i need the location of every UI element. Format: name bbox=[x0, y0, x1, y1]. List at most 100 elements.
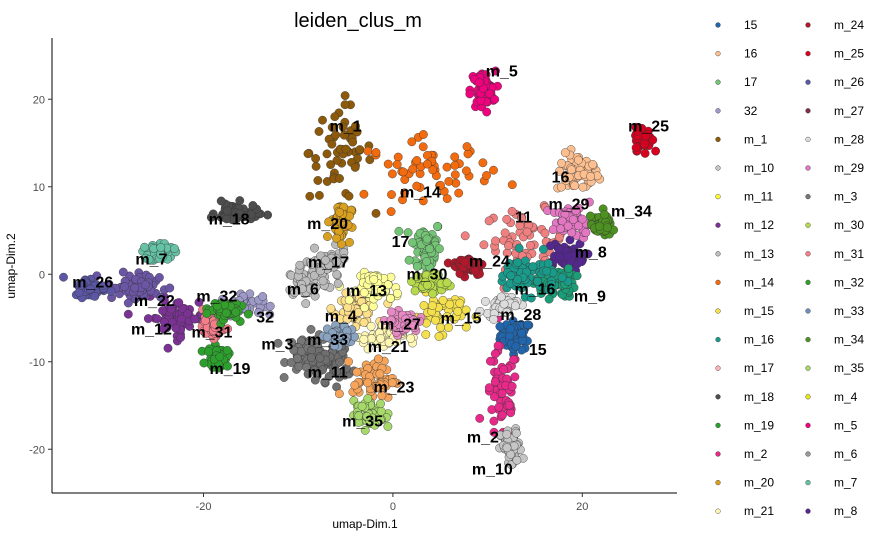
cell-point bbox=[322, 332, 332, 342]
cell-point bbox=[560, 148, 570, 158]
cell-point bbox=[118, 267, 128, 277]
cell-point bbox=[310, 375, 320, 385]
legend-label: m_5 bbox=[834, 418, 858, 432]
cell-point bbox=[461, 166, 471, 176]
cell-point bbox=[484, 216, 494, 226]
cluster-label: m_12 bbox=[131, 322, 172, 339]
cell-point bbox=[165, 283, 175, 293]
cluster-label: m_8 bbox=[575, 245, 607, 262]
cluster-label: m_28 bbox=[500, 307, 541, 324]
cell-point bbox=[428, 165, 438, 175]
cluster-label: m_26 bbox=[72, 274, 113, 291]
cell-point bbox=[506, 408, 516, 418]
cluster-label: m_22 bbox=[134, 293, 175, 310]
cell-point bbox=[504, 241, 513, 251]
cell-point bbox=[427, 301, 437, 310]
cell-point bbox=[497, 410, 507, 420]
cell-point bbox=[474, 78, 484, 88]
cell-point bbox=[445, 299, 455, 309]
x-axis-ticks: -20 0 20 bbox=[196, 493, 588, 513]
cell-point bbox=[603, 223, 612, 233]
cell-point bbox=[410, 286, 420, 296]
cell-point bbox=[171, 323, 181, 333]
cell-point bbox=[363, 378, 373, 388]
cell-point bbox=[315, 266, 325, 276]
cell-point bbox=[438, 295, 448, 305]
cluster-label: m_9 bbox=[574, 288, 606, 305]
y-tick-label: -20 bbox=[29, 444, 45, 456]
legend-swatch bbox=[715, 365, 721, 371]
cell-point bbox=[482, 107, 492, 117]
cell-point bbox=[408, 164, 418, 174]
legend-label: m_18 bbox=[744, 390, 774, 404]
cell-point bbox=[279, 373, 289, 382]
cell-point bbox=[123, 309, 133, 319]
cluster-label: 17 bbox=[392, 234, 410, 251]
cell-point bbox=[373, 382, 382, 392]
cell-point bbox=[386, 315, 396, 325]
cell-point bbox=[120, 282, 129, 292]
cell-point bbox=[223, 324, 233, 334]
cell-point bbox=[640, 148, 650, 158]
cell-point bbox=[632, 126, 642, 136]
cell-point bbox=[303, 369, 313, 379]
legend-label: m_35 bbox=[834, 361, 864, 375]
cell-point bbox=[362, 412, 372, 421]
cell-point bbox=[140, 242, 149, 252]
legend-label: m_25 bbox=[834, 47, 864, 61]
legend-swatch bbox=[805, 451, 811, 457]
cell-point bbox=[174, 298, 184, 307]
cell-point bbox=[478, 158, 488, 168]
legend-swatch bbox=[805, 308, 811, 314]
cell-point bbox=[556, 182, 566, 192]
legend-label: m_14 bbox=[744, 275, 774, 289]
legend-swatch bbox=[805, 79, 811, 85]
cell-point bbox=[273, 338, 283, 348]
cell-point bbox=[318, 276, 328, 286]
cell-point bbox=[344, 295, 354, 305]
legend-swatch bbox=[805, 22, 811, 28]
cell-point bbox=[106, 286, 116, 296]
cluster-label: 16 bbox=[552, 169, 570, 186]
legend-swatch bbox=[715, 136, 721, 143]
x-axis-label: umap-Dim.1 bbox=[332, 517, 398, 531]
cell-point bbox=[422, 257, 431, 266]
cell-point bbox=[371, 208, 381, 218]
cell-point bbox=[221, 308, 231, 318]
legend-label: m_7 bbox=[834, 476, 858, 490]
cell-point bbox=[345, 237, 354, 247]
cell-point bbox=[170, 244, 179, 254]
cell-point bbox=[506, 324, 515, 334]
cell-point bbox=[491, 236, 500, 246]
legend-swatch bbox=[715, 22, 721, 28]
cell-point bbox=[651, 146, 660, 156]
cell-point bbox=[494, 402, 504, 412]
cell-point bbox=[235, 196, 245, 206]
cell-point bbox=[490, 95, 500, 104]
cell-point bbox=[444, 176, 454, 186]
cell-point bbox=[546, 241, 555, 251]
cell-point bbox=[572, 271, 582, 281]
cell-point bbox=[522, 227, 532, 237]
cell-point bbox=[408, 320, 418, 330]
cluster-label: m_17 bbox=[308, 254, 349, 271]
legend-label: m_34 bbox=[834, 333, 864, 347]
cell-point bbox=[418, 196, 428, 206]
cell-point bbox=[511, 301, 520, 311]
cell-point bbox=[515, 220, 525, 230]
cell-point bbox=[338, 122, 348, 132]
cell-point bbox=[499, 365, 509, 374]
cell-point bbox=[490, 377, 500, 387]
cell-point bbox=[539, 244, 548, 254]
cell-point bbox=[477, 259, 487, 269]
cell-point bbox=[130, 294, 140, 304]
legend-swatch bbox=[805, 422, 811, 429]
cell-point bbox=[254, 308, 263, 317]
cell-point bbox=[460, 231, 470, 241]
legend-label: m_6 bbox=[834, 447, 858, 461]
legend-label: m_24 bbox=[834, 18, 864, 32]
cell-point bbox=[434, 244, 444, 254]
cell-point bbox=[314, 127, 324, 136]
cell-point bbox=[365, 155, 375, 165]
cell-point bbox=[326, 160, 335, 170]
